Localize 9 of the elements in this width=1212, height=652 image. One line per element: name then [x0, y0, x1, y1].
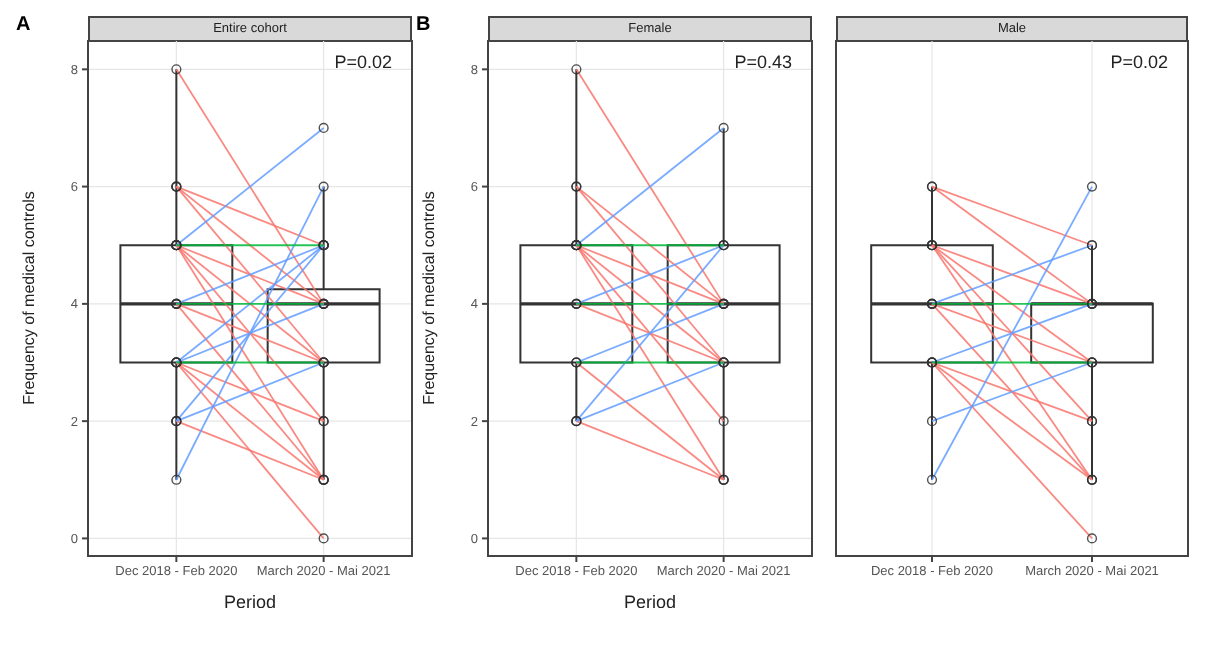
annotation: P=0.02 [1110, 52, 1168, 72]
annotation: P=0.43 [734, 52, 792, 72]
x-axis-title: Period [623, 592, 677, 612]
y-axis-title: Frequency of medical controls [19, 191, 38, 405]
x-axis-title: Period [223, 592, 277, 612]
text: A [16, 14, 31, 36]
text: B [416, 14, 431, 36]
y-axis-title: Frequency of medical controls [419, 191, 438, 405]
annotation: P=0.02 [334, 52, 392, 72]
